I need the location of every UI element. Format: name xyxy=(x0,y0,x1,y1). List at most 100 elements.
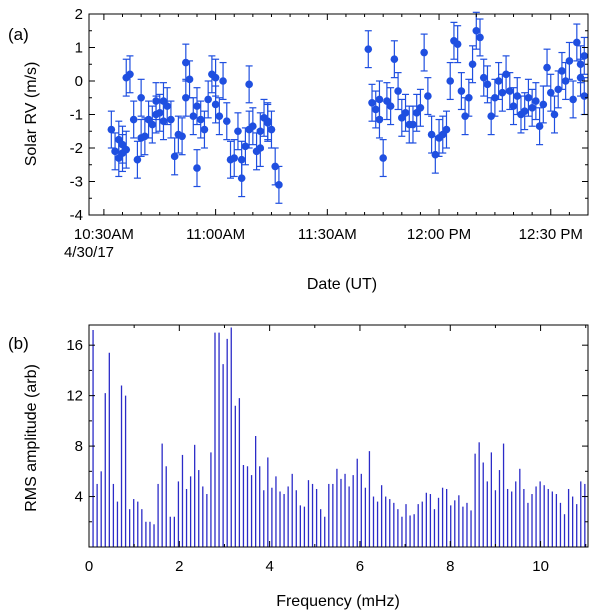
x-tick-label: 11:30AM xyxy=(298,226,357,243)
data-point xyxy=(368,98,376,107)
panel-b-frame xyxy=(88,324,589,548)
data-point xyxy=(446,77,455,85)
data-point xyxy=(386,102,395,110)
data-point xyxy=(498,88,507,97)
data-point xyxy=(528,104,536,112)
panel-a: (a) -4 -3 -2 -1 0 1 2 10:30AM 11:00AM 11:30AM 12:… xyxy=(8,6,589,293)
data-point xyxy=(271,162,279,171)
panel-b-plot-area xyxy=(92,327,586,547)
data-point xyxy=(543,63,551,72)
data-point xyxy=(185,75,194,84)
data-point xyxy=(401,109,410,117)
data-point xyxy=(535,122,544,131)
data-point xyxy=(472,26,481,35)
data-point xyxy=(479,73,488,82)
data-point xyxy=(576,73,585,82)
data-point xyxy=(107,125,116,134)
data-point xyxy=(170,152,179,161)
data-point xyxy=(573,38,581,47)
data-point xyxy=(390,55,399,64)
y-tick-label: -2 xyxy=(70,140,83,157)
data-point xyxy=(465,93,473,102)
x-tick-label: 11:00AM xyxy=(186,226,245,243)
x-tick-label: 8 xyxy=(446,558,454,575)
data-point xyxy=(539,100,548,109)
data-point xyxy=(431,150,440,159)
data-point xyxy=(554,85,563,94)
y-tick-label: 8 xyxy=(75,438,83,455)
data-point xyxy=(237,174,246,182)
data-point xyxy=(178,132,186,141)
data-point xyxy=(182,58,190,67)
data-point xyxy=(133,155,142,164)
panel-b-y-axis: 4 8 12 16 xyxy=(66,337,588,523)
x-tick-label: 10:30AM xyxy=(74,226,134,243)
data-point xyxy=(182,93,190,102)
data-point xyxy=(561,77,570,85)
data-point xyxy=(416,104,425,112)
data-point xyxy=(453,40,462,48)
panel-b: (b) 4 8 12 16 0 2 4 6 8 10 Frequency (mHz) RMS a… xyxy=(8,324,589,610)
data-point xyxy=(200,125,209,134)
y-tick-label: 12 xyxy=(66,388,83,405)
x-tick-label: 6 xyxy=(356,558,364,575)
data-point xyxy=(196,115,205,124)
data-point xyxy=(494,77,503,85)
x-tick-label: 12:00 PM xyxy=(407,226,471,243)
y-tick-label: 0 xyxy=(75,73,83,90)
x-tick-label: 10 xyxy=(532,558,549,575)
data-point xyxy=(364,45,373,53)
data-point xyxy=(409,120,417,129)
x-tick-label: 0 xyxy=(85,558,93,575)
data-point xyxy=(122,145,131,154)
y-tick-label: 1 xyxy=(75,40,83,57)
data-point xyxy=(371,105,380,114)
data-point xyxy=(509,102,518,110)
panel-b-tag: (b) xyxy=(8,334,29,353)
data-point xyxy=(193,102,201,110)
data-point xyxy=(424,92,432,100)
data-point xyxy=(487,112,495,120)
data-point xyxy=(375,115,384,124)
data-point xyxy=(457,87,466,95)
y-tick-label: 16 xyxy=(66,337,83,354)
data-point xyxy=(155,109,164,117)
data-point xyxy=(141,132,149,141)
data-point xyxy=(211,100,220,109)
panel-a-y-axis-label: Solar RV (m/s) xyxy=(23,62,40,167)
data-point xyxy=(513,92,522,100)
data-point xyxy=(111,147,119,156)
data-point xyxy=(215,112,224,120)
data-point xyxy=(532,97,540,105)
panel-a-x-axis: 10:30AM 11:00AM 11:30AM 12:00 PM 12:30 PM xyxy=(74,14,589,243)
data-point xyxy=(275,181,283,189)
data-point xyxy=(189,112,198,120)
data-point xyxy=(394,87,402,95)
panel-a-x-sublabel: 4/30/17 xyxy=(64,244,114,261)
y-tick-label: 2 xyxy=(75,6,83,23)
data-point xyxy=(580,92,589,100)
data-point xyxy=(267,125,276,134)
data-point xyxy=(241,142,250,151)
data-point xyxy=(129,115,138,124)
data-point xyxy=(420,48,428,57)
data-point xyxy=(211,73,220,82)
data-point xyxy=(256,127,265,136)
x-tick-label: 12:30 PM xyxy=(519,226,583,243)
data-point xyxy=(204,95,212,104)
data-point xyxy=(126,70,134,79)
data-point xyxy=(520,107,529,115)
data-point xyxy=(580,52,589,60)
data-point xyxy=(483,80,492,89)
data-point xyxy=(550,110,559,119)
data-point xyxy=(219,77,227,85)
data-point xyxy=(148,120,157,129)
data-point xyxy=(427,130,436,139)
panel-a-x-axis-label: Date (UT) xyxy=(307,276,377,293)
panel-b-x-axis-label: Frequency (mHz) xyxy=(276,593,400,610)
data-point xyxy=(167,115,175,124)
data-point xyxy=(230,154,239,162)
panel-a-plot-area xyxy=(107,11,589,204)
y-tick-label: -1 xyxy=(70,107,83,124)
